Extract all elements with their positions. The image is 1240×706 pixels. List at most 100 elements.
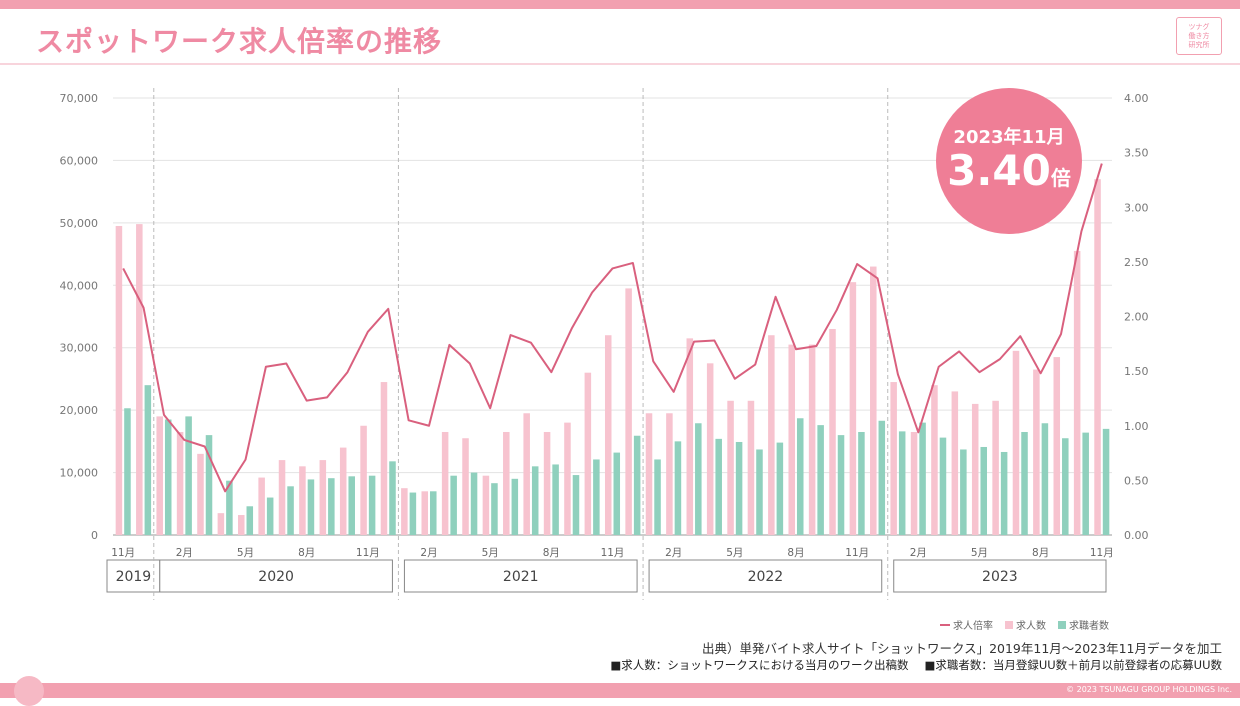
seekers-bar xyxy=(837,435,845,535)
openings-bar xyxy=(421,491,429,535)
definition-notes: ■求人数：ショットワークスにおける当月のワーク出稿数 ■求職者数：当月登録UU数… xyxy=(610,657,1222,673)
openings-bar xyxy=(197,453,204,535)
x-tick-label: 11月 xyxy=(845,547,869,559)
seekers-bar xyxy=(715,438,722,535)
seekers-bar xyxy=(735,441,743,535)
x-tick-label: 8月 xyxy=(543,547,560,559)
y-left-tick-label: 20,000 xyxy=(60,404,99,417)
year-label: 2020 xyxy=(258,569,294,585)
y-left-tick-label: 40,000 xyxy=(60,279,99,292)
bottom-accent-bar xyxy=(0,683,1240,698)
legend-ratio-label: 求人倍率 xyxy=(953,621,993,632)
openings-bar xyxy=(584,372,592,535)
seekers-bar xyxy=(328,478,335,535)
seekers-bar xyxy=(654,459,661,535)
openings-bar xyxy=(971,403,979,535)
openings-bar xyxy=(441,431,449,535)
decorative-circle xyxy=(14,676,44,706)
year-box xyxy=(159,559,393,593)
openings-bar xyxy=(890,382,897,535)
seekers-bar xyxy=(960,449,967,535)
seekers-bar xyxy=(368,475,376,535)
openings-bar xyxy=(543,431,551,535)
openings-bar xyxy=(1094,179,1101,535)
legend-openings-label: 求人数 xyxy=(1016,621,1046,632)
openings-bar xyxy=(564,422,571,535)
seekers-bar xyxy=(695,423,702,535)
year-label: 2023 xyxy=(982,569,1018,585)
year-box xyxy=(648,559,883,593)
seekers-bar xyxy=(1062,438,1069,535)
seekers-bar xyxy=(756,449,763,535)
seekers-bar xyxy=(205,435,213,535)
badge-value: 3.40 xyxy=(947,146,1051,195)
seekers-bar xyxy=(124,408,131,535)
openings-bar xyxy=(992,400,999,535)
seekers-bar xyxy=(226,480,233,535)
openings-bar xyxy=(1053,357,1061,535)
seekers-bar xyxy=(878,420,886,535)
y-right-tick-label: 2.50 xyxy=(1124,256,1149,269)
chart-legend: 求人倍率 求人数 求職者数 xyxy=(940,617,1109,632)
x-tick-label: 5月 xyxy=(237,547,254,559)
x-tick-label: 8月 xyxy=(787,547,804,559)
seekers-bar xyxy=(348,476,355,535)
seekers-bar xyxy=(776,442,784,535)
year-box xyxy=(403,559,638,593)
openings-bar xyxy=(115,225,123,535)
openings-bar xyxy=(380,382,388,535)
latest-ratio-badge: 2023年11月 3.40倍 xyxy=(936,88,1082,234)
badge-date: 2023年11月 xyxy=(953,127,1065,148)
x-tick-label: 2月 xyxy=(665,547,682,559)
seekers-bar xyxy=(898,431,906,535)
openings-bar xyxy=(360,425,367,535)
y-left-tick-label: 30,000 xyxy=(60,342,99,355)
openings-bar xyxy=(1012,350,1020,535)
seekers-bar xyxy=(980,446,988,535)
seekers-bar xyxy=(470,472,478,535)
seekers-definition: ■求職者数：当月登録UU数＋前月以前登録者の応募UU数 xyxy=(924,658,1222,672)
seekers-bar xyxy=(491,483,498,535)
seekers-bar xyxy=(307,479,315,535)
openings-bar xyxy=(1073,250,1081,535)
openings-bar xyxy=(747,400,755,535)
openings-bar xyxy=(849,282,857,535)
x-tick-label: 5月 xyxy=(726,547,743,559)
y-right-tick-label: 2.00 xyxy=(1124,311,1149,324)
openings-bar xyxy=(401,488,408,535)
top-accent-bar xyxy=(0,0,1240,9)
legend-ratio: 求人倍率 xyxy=(940,617,993,632)
x-tick-label: 11月 xyxy=(356,547,380,559)
year-label: 2019 xyxy=(116,569,152,585)
y-left-tick-label: 0 xyxy=(91,529,98,542)
openings-bar xyxy=(258,477,265,535)
openings-bar xyxy=(625,288,632,535)
legend-green-swatch xyxy=(1058,620,1066,629)
y-right-tick-label: 1.50 xyxy=(1124,365,1149,378)
openings-bar xyxy=(829,328,836,535)
x-tick-label: 11月 xyxy=(111,547,135,559)
openings-bar xyxy=(768,335,775,535)
x-tick-label: 2月 xyxy=(910,547,927,559)
seekers-bar xyxy=(185,416,192,535)
seekers-bar xyxy=(1000,451,1008,535)
x-tick-label: 5月 xyxy=(482,547,499,559)
legend-line-swatch xyxy=(940,623,950,626)
x-tick-label: 8月 xyxy=(1032,547,1049,559)
seekers-bar xyxy=(593,459,600,535)
openings-bar xyxy=(237,515,245,535)
seekers-bar xyxy=(552,464,559,535)
seekers-bar xyxy=(287,486,294,535)
seekers-bar xyxy=(531,466,539,535)
ratio-line xyxy=(122,163,1103,493)
openings-bar xyxy=(910,431,918,535)
logo-line: ツナグ xyxy=(1188,22,1210,31)
seekers-bar xyxy=(266,497,274,535)
y-right-tick-label: 0.50 xyxy=(1124,474,1149,487)
copyright: © 2023 TSUNAGU GROUP HOLDINGS Inc. xyxy=(1066,685,1232,694)
openings-bar xyxy=(686,338,694,535)
y-left-tick-label: 70,000 xyxy=(60,92,99,105)
seekers-bar xyxy=(572,475,580,535)
seekers-bar xyxy=(144,385,152,535)
seekers-bar xyxy=(939,437,947,535)
